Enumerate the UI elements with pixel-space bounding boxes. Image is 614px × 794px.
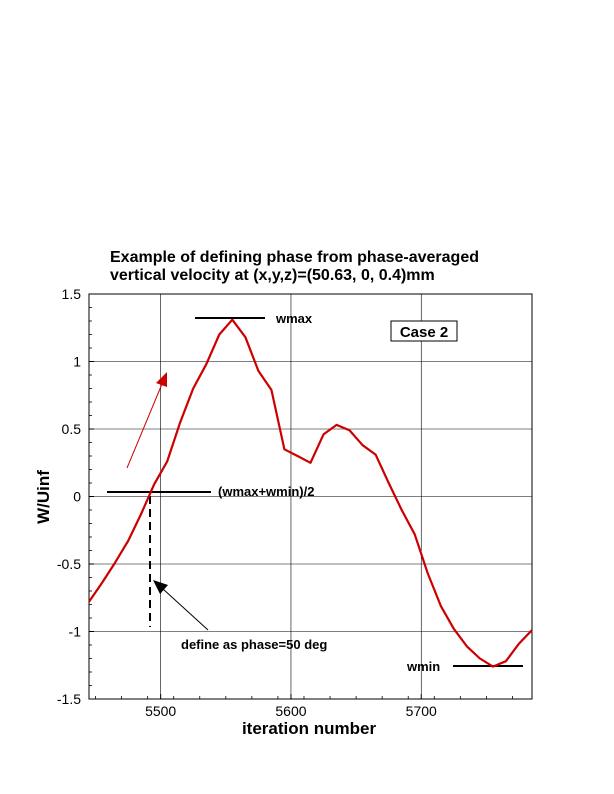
chart-title: Example of defining phase from phase-ave… xyxy=(110,249,479,284)
wmid-label: (wmax+wmin)/2 xyxy=(218,484,314,499)
wmin-label: wmin xyxy=(406,659,440,674)
phase-arrow-shaft xyxy=(162,588,209,631)
y-tick-label: -1.5 xyxy=(57,691,81,707)
y-tick-label: 1.5 xyxy=(62,286,82,302)
chart-title-line1: Example of defining phase from phase-ave… xyxy=(110,249,479,266)
y-tick-label: 0 xyxy=(73,489,81,505)
y-tick-label: 1 xyxy=(73,354,81,370)
y-axis-ticks: 1.5 1 0.5 0 -0.5 -1 -1.5 xyxy=(57,286,94,707)
x-tick-label: 5700 xyxy=(406,703,437,719)
grid-lines xyxy=(89,294,532,699)
x-axis-label: iteration number xyxy=(242,719,377,738)
case-box: Case 2 xyxy=(390,320,458,342)
case-box-frame xyxy=(390,320,458,342)
case-box-label: Case 2 xyxy=(400,324,448,341)
x-tick-label: 5500 xyxy=(145,703,176,719)
y-axis-label: W/Uinf xyxy=(34,470,53,524)
y-tick-label: -1 xyxy=(69,624,82,640)
series-line xyxy=(88,318,533,668)
x-axis-ticks: 5500 5600 5700 xyxy=(95,694,513,719)
chart-title-line2: vertical velocity at (x,y,z)=(50.63, 0, … xyxy=(110,267,435,284)
direction-arrow-shaft xyxy=(126,383,163,469)
x-tick-label: 5600 xyxy=(275,703,306,719)
phase-label: define as phase=50 deg xyxy=(181,637,327,652)
y-tick-label: -0.5 xyxy=(57,556,81,572)
y-tick-label: 0.5 xyxy=(62,421,82,437)
direction-arrow-head xyxy=(156,372,167,387)
wmax-label: wmax xyxy=(275,311,313,326)
phase-arrow-head xyxy=(153,580,168,594)
